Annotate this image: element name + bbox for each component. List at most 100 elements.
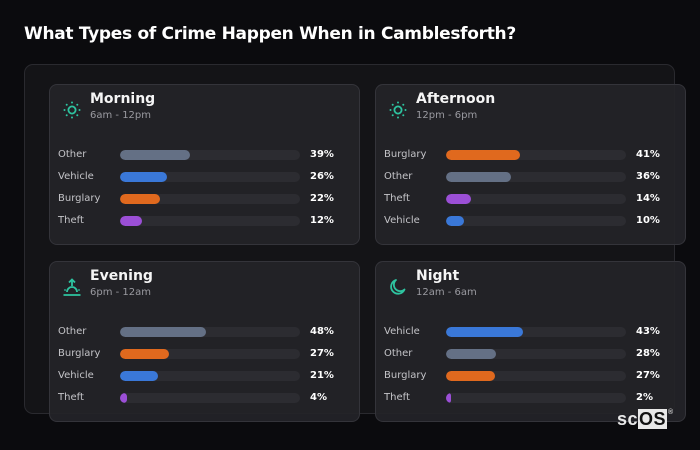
registered-mark: ® [668,409,674,416]
bar-value: 26% [310,171,334,182]
bar-track [120,194,300,204]
bar-track [120,327,300,337]
bar-value: 2% [636,392,653,403]
bar-fill [120,194,160,204]
bar-label: Vehicle [58,370,94,381]
bar-fill [446,327,524,337]
bar-value: 28% [636,348,660,359]
bar-fill [120,349,169,359]
sun-icon [388,100,408,120]
bar-row: Theft 4% [58,391,358,405]
bar-row: Burglary 41% [384,148,684,162]
bar-label: Burglary [384,149,427,160]
bar-fill [446,194,472,204]
bar-row: Vehicle 43% [384,325,684,339]
bar-track [120,150,300,160]
bar-track [120,393,300,403]
bar-row: Vehicle 26% [58,170,358,184]
bar-fill [446,216,464,226]
bar-value: 10% [636,215,660,226]
bar-row: Theft 2% [384,391,684,405]
time-range: 6am - 12pm [90,110,152,121]
time-range: 12pm - 6pm [416,110,478,121]
bar-fill [446,172,511,182]
bar-fill [120,327,207,337]
bar-fill [120,216,142,226]
bar-value: 14% [636,193,660,204]
bar-label: Theft [384,392,410,403]
bar-row: Burglary 22% [58,192,358,206]
bar-label: Other [58,149,87,160]
bar-row: Other 48% [58,325,358,339]
bar-track [446,371,626,381]
bar-label: Vehicle [384,215,420,226]
bar-label: Other [384,348,413,359]
bar-track [446,172,626,182]
time-range: 12am - 6am [416,287,477,298]
bar-value: 4% [310,392,327,403]
sun-icon [62,100,82,120]
bar-row: Vehicle 21% [58,369,358,383]
bar-row: Other 39% [58,148,358,162]
page-title: What Types of Crime Happen When in Cambl… [24,24,516,44]
card-afternoon: Afternoon 12pm - 6pm Burglary 41% Other … [375,84,686,245]
bar-label: Theft [58,392,84,403]
bar-fill [446,349,497,359]
bar-fill [120,371,158,381]
card-night: Night 12am - 6am Vehicle 43% Other 28% B… [375,261,686,422]
bar-label: Burglary [384,370,427,381]
card-title: Morning [90,91,156,107]
bar-fill [120,172,167,182]
bar-fill [446,371,495,381]
bar-track [120,371,300,381]
bar-track [446,216,626,226]
bar-value: 21% [310,370,334,381]
bar-track [446,349,626,359]
bar-value: 36% [636,171,660,182]
bar-track [120,216,300,226]
moon-icon [388,277,408,297]
bar-row: Other 36% [384,170,684,184]
bar-label: Vehicle [384,326,420,337]
bar-value: 48% [310,326,334,337]
bar-value: 39% [310,149,334,160]
bar-value: 41% [636,149,660,160]
bar-track [446,150,626,160]
bar-row: Theft 14% [384,192,684,206]
bar-track [446,194,626,204]
bar-track [446,393,626,403]
card-title: Afternoon [416,91,496,107]
bar-row: Burglary 27% [58,347,358,361]
bar-fill [120,393,128,403]
bar-track [446,327,626,337]
card-title: Evening [90,268,153,284]
bar-label: Burglary [58,348,101,359]
card-title: Night [416,268,460,284]
bar-value: 43% [636,326,660,337]
bar-label: Other [58,326,87,337]
bar-label: Other [384,171,413,182]
bar-value: 22% [310,193,334,204]
time-range: 6pm - 12am [90,287,152,298]
bar-label: Theft [384,193,410,204]
logo-highlight: OS [638,409,668,429]
bar-row: Other 28% [384,347,684,361]
bar-fill [120,150,191,160]
bar-value: 27% [636,370,660,381]
bar-fill [446,150,520,160]
bar-track [120,172,300,182]
bar-row: Vehicle 10% [384,214,684,228]
bar-label: Vehicle [58,171,94,182]
card-morning: Morning 6am - 12pm Other 39% Vehicle 26%… [49,84,360,245]
bar-track [120,349,300,359]
bar-value: 12% [310,215,334,226]
bar-value: 27% [310,348,334,359]
logo-prefix: sc [617,409,639,429]
sunset-icon [62,277,82,297]
bar-row: Burglary 27% [384,369,684,383]
bar-label: Theft [58,215,84,226]
scos-logo: scOS ® [617,409,674,430]
bar-label: Burglary [58,193,101,204]
card-evening: Evening 6pm - 12am Other 48% Burglary 27… [49,261,360,422]
bar-row: Theft 12% [58,214,358,228]
